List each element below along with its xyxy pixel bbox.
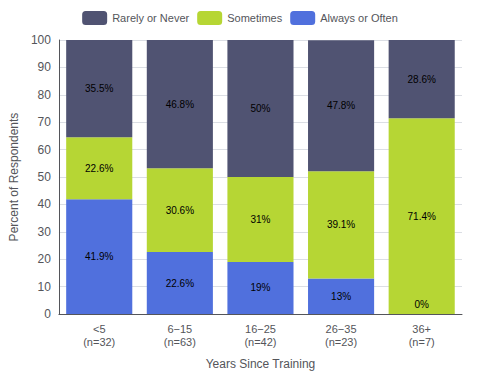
- svg-text:71.4%: 71.4%: [408, 211, 436, 222]
- svg-text:10: 10: [38, 280, 52, 294]
- svg-text:16−25: 16−25: [245, 323, 276, 335]
- svg-text:36+: 36+: [412, 323, 431, 335]
- svg-text:20: 20: [38, 252, 52, 266]
- svg-text:Percent of Respondents: Percent of Respondents: [7, 113, 21, 242]
- svg-text:(n=32): (n=32): [83, 336, 115, 348]
- svg-text:40: 40: [38, 197, 52, 211]
- svg-text:(n=42): (n=42): [244, 336, 276, 348]
- svg-text:(n=63): (n=63): [164, 336, 196, 348]
- svg-text:26−35: 26−35: [326, 323, 357, 335]
- svg-text:(n=7): (n=7): [409, 336, 435, 348]
- svg-text:<5: <5: [93, 323, 106, 335]
- svg-text:90: 90: [38, 60, 52, 74]
- svg-text:31%: 31%: [250, 214, 270, 225]
- svg-text:0%: 0%: [414, 299, 429, 310]
- svg-text:28.6%: 28.6%: [408, 74, 436, 85]
- svg-text:39.1%: 39.1%: [327, 219, 355, 230]
- svg-text:13%: 13%: [331, 291, 351, 302]
- svg-text:Always or Often: Always or Often: [320, 12, 398, 24]
- svg-text:Years Since Training: Years Since Training: [206, 357, 316, 371]
- svg-text:6−15: 6−15: [167, 323, 192, 335]
- svg-text:22.6%: 22.6%: [166, 278, 194, 289]
- svg-text:Rarely or Never: Rarely or Never: [112, 12, 189, 24]
- svg-text:100: 100: [31, 33, 51, 47]
- svg-text:46.8%: 46.8%: [166, 99, 194, 110]
- svg-text:35.5%: 35.5%: [85, 83, 113, 94]
- svg-text:70: 70: [38, 115, 52, 129]
- svg-text:22.6%: 22.6%: [85, 163, 113, 174]
- svg-text:50%: 50%: [250, 103, 270, 114]
- svg-text:19%: 19%: [250, 282, 270, 293]
- svg-text:50: 50: [38, 170, 52, 184]
- svg-text:80: 80: [38, 88, 52, 102]
- svg-text:47.8%: 47.8%: [327, 100, 355, 111]
- svg-text:41.9%: 41.9%: [85, 251, 113, 262]
- svg-text:0: 0: [44, 307, 51, 321]
- svg-text:Sometimes: Sometimes: [227, 12, 283, 24]
- svg-text:60: 60: [38, 143, 52, 157]
- svg-text:30: 30: [38, 225, 52, 239]
- svg-text:(n=23): (n=23): [325, 336, 357, 348]
- svg-text:30.6%: 30.6%: [166, 205, 194, 216]
